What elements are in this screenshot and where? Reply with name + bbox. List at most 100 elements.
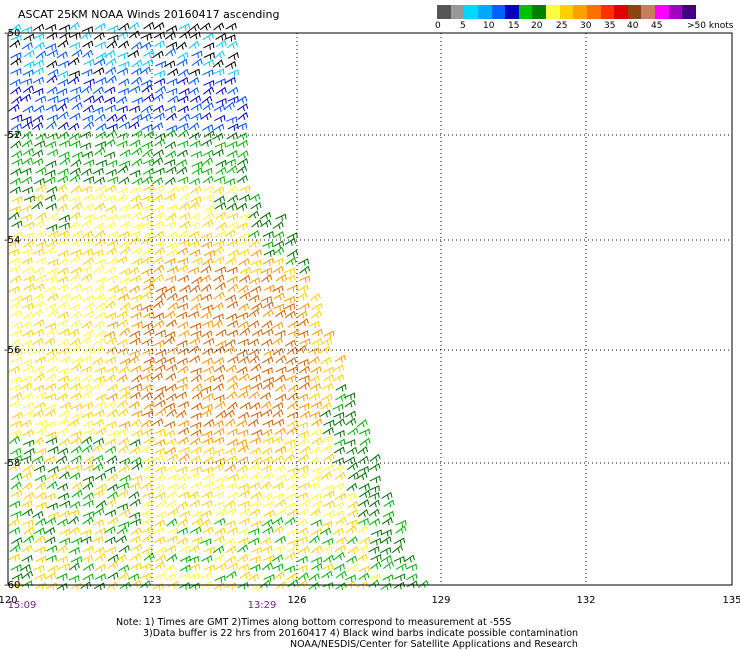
wind-barb	[56, 555, 68, 564]
wind-barb	[82, 193, 94, 202]
wind-barb	[128, 121, 140, 130]
wind-barb	[105, 346, 118, 355]
wind-barb	[296, 292, 308, 301]
wind-barb	[91, 249, 104, 257]
wind-barb	[332, 464, 344, 473]
wind-barb	[32, 455, 44, 464]
wind-barb	[131, 222, 143, 231]
wind-barb	[177, 257, 189, 265]
wind-barb	[128, 400, 140, 409]
wind-barb	[322, 484, 334, 492]
wind-barb	[223, 409, 235, 418]
wind-barb	[166, 490, 178, 499]
wind-barb	[68, 41, 81, 50]
wind-barb	[188, 231, 200, 239]
wind-barb	[57, 492, 70, 501]
wind-barb	[237, 157, 249, 166]
colorbar-segment	[682, 5, 696, 19]
wind-barb	[379, 547, 392, 555]
wind-barb	[10, 23, 22, 32]
wind-barb	[272, 265, 284, 274]
wind-barb	[248, 537, 260, 545]
wind-barb	[335, 570, 347, 579]
wind-barb	[262, 471, 274, 480]
wind-barb	[311, 337, 323, 346]
wind-barb	[9, 275, 22, 284]
wind-barb	[322, 537, 334, 546]
wind-barb	[57, 70, 69, 79]
wind-barb	[225, 364, 237, 373]
wind-barb	[357, 517, 369, 526]
wind-barb	[7, 248, 19, 257]
wind-barb	[11, 95, 23, 104]
wind-barb	[164, 257, 176, 266]
wind-barb	[163, 429, 176, 438]
wind-barb	[284, 517, 296, 526]
wind-barb	[68, 546, 80, 555]
wind-barb	[71, 101, 83, 110]
wind-barb	[153, 391, 165, 401]
wind-barb	[141, 84, 153, 93]
wind-barb	[70, 392, 82, 401]
wind-barb	[200, 265, 212, 274]
wind-barb	[275, 309, 287, 318]
wind-barb	[239, 185, 251, 193]
wind-barb	[177, 427, 190, 436]
wind-barb	[319, 527, 332, 536]
wind-barb	[323, 554, 335, 563]
wind-barb	[44, 285, 56, 294]
wind-barb	[44, 176, 56, 185]
wind-barb	[237, 390, 249, 399]
wind-barb	[106, 257, 118, 266]
wind-barb	[45, 373, 57, 382]
wind-barb	[80, 365, 92, 374]
wind-barb	[56, 276, 68, 284]
wind-barb	[83, 78, 95, 86]
wind-barb	[116, 399, 128, 408]
wind-barb	[225, 22, 237, 31]
wind-barb	[152, 418, 164, 427]
wind-barb	[93, 409, 105, 418]
wind-barb	[190, 367, 202, 375]
wind-barb	[129, 518, 141, 526]
wind-barb	[178, 446, 190, 455]
wind-barb	[23, 195, 35, 203]
wind-barb	[95, 483, 107, 491]
wind-barb	[368, 508, 380, 517]
note-line-1: Note: 1) Times are GMT 2)Times along bot…	[116, 617, 512, 628]
lat-label: -52	[4, 130, 20, 141]
wind-barb	[91, 536, 104, 544]
wind-barb	[263, 554, 275, 563]
time-label: 15:09	[8, 600, 37, 611]
wind-barb	[283, 565, 295, 573]
wind-barb	[262, 526, 274, 535]
wind-barb	[154, 138, 166, 147]
colorbar-segment	[586, 5, 601, 19]
wind-barb	[79, 529, 92, 537]
wind-barb	[93, 507, 105, 516]
wind-barb	[321, 382, 334, 391]
wind-barb	[9, 186, 21, 195]
wind-barb	[118, 457, 130, 466]
wind-barb	[82, 563, 95, 572]
wind-barb	[21, 392, 33, 401]
wind-barb	[177, 51, 189, 60]
wind-barb	[68, 70, 80, 78]
wind-barb	[165, 372, 177, 381]
wind-barb	[237, 103, 249, 112]
wind-barb	[251, 584, 263, 592]
wind-barb	[56, 427, 69, 436]
wind-barb	[59, 355, 71, 364]
wind-barb	[119, 267, 131, 276]
wind-barb	[223, 538, 235, 546]
wind-barb	[45, 431, 57, 439]
wind-barb	[203, 86, 215, 95]
wind-barb	[107, 553, 119, 562]
wind-barb	[344, 399, 356, 408]
wind-barb	[272, 257, 284, 266]
wind-barb	[142, 58, 154, 67]
wind-barb	[213, 186, 225, 195]
wind-barb	[23, 60, 35, 69]
wind-barb	[22, 329, 34, 338]
wind-barb	[213, 345, 225, 354]
